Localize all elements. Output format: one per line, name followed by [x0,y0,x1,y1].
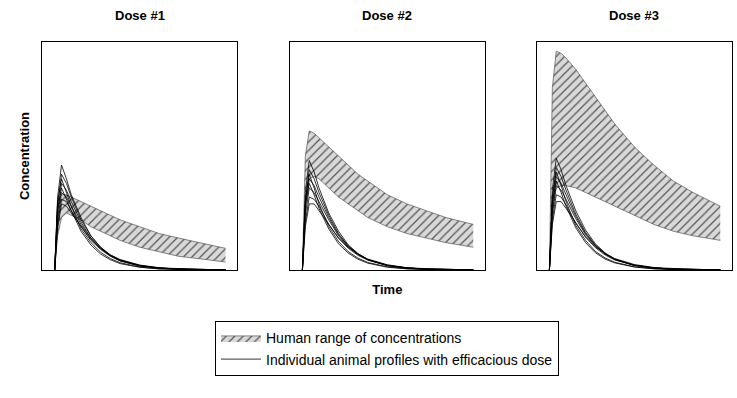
svg-text:Dose #2: Dose #2 [362,8,412,23]
svg-text:Concentration: Concentration [17,112,32,200]
svg-text:Time: Time [372,282,402,297]
svg-text:Dose #3: Dose #3 [609,8,659,23]
svg-text:Human range of concentrations: Human range of concentrations [266,330,461,346]
svg-text:Individual animal profiles wit: Individual animal profiles with efficaci… [266,352,552,368]
svg-text:Dose #1: Dose #1 [115,8,165,23]
